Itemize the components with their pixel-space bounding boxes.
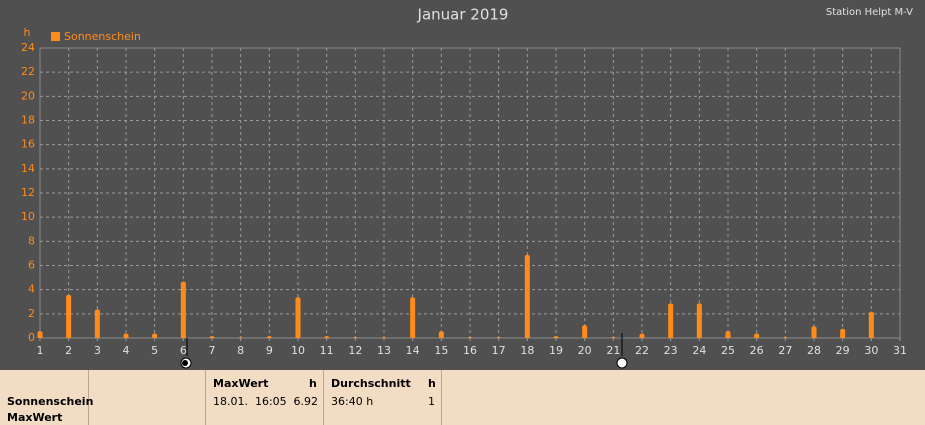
column-unit: h — [309, 377, 317, 390]
bar — [610, 336, 616, 338]
separator — [441, 370, 442, 425]
legend-swatch — [51, 32, 60, 41]
bar — [352, 336, 358, 338]
x-tick-label: 1 — [37, 344, 44, 357]
bar — [754, 333, 760, 338]
station-name: Station Helpt M-V — [826, 7, 913, 18]
bar — [152, 333, 158, 338]
x-tick-label: 12 — [348, 344, 362, 357]
x-tick-label: 8 — [237, 344, 244, 357]
x-tick-label: 18 — [520, 344, 534, 357]
bar — [438, 331, 444, 338]
x-tick-label: 9 — [266, 344, 273, 357]
separator — [88, 370, 89, 425]
row-label: MaxWert — [7, 411, 63, 424]
x-tick-label: 13 — [377, 344, 391, 357]
x-tick-label: 14 — [406, 344, 420, 357]
chart: Januar 2019 Station Helpt M-V h 02468101… — [21, 6, 913, 369]
legend-label: Sonnenschein — [64, 30, 141, 43]
y-tick-label: 14 — [21, 162, 35, 175]
cell: 36:40 h — [331, 395, 374, 408]
chart-title: Januar 2019 — [417, 6, 509, 24]
bar — [180, 281, 186, 338]
column-header: MaxWert — [213, 377, 269, 390]
summary-table: Sonnenschein MaxWert MaxWert h 18.01. 16… — [0, 370, 925, 425]
bar — [238, 336, 244, 338]
x-tick-label: 11 — [320, 344, 334, 357]
bar — [295, 297, 301, 338]
bar — [324, 335, 330, 338]
bar — [410, 297, 416, 338]
y-tick-label: 8 — [28, 234, 35, 247]
cell: 1 — [428, 395, 435, 408]
bar — [496, 336, 502, 338]
x-tick-label: 25 — [721, 344, 735, 357]
x-tick-label: 28 — [807, 344, 821, 357]
x-tick-label: 29 — [836, 344, 850, 357]
y-tick-label: 0 — [28, 331, 35, 344]
y-tick-label: 22 — [21, 65, 35, 78]
x-tick-label: 22 — [635, 344, 649, 357]
y-tick-label: 4 — [28, 283, 35, 296]
x-tick-label: 16 — [463, 344, 477, 357]
bar — [639, 333, 645, 338]
x-tick-label: 7 — [209, 344, 216, 357]
x-tick-label: 26 — [750, 344, 764, 357]
bar — [868, 311, 874, 338]
y-tick-label: 20 — [21, 89, 35, 102]
cell: 18.01. 16:05 — [213, 395, 287, 408]
row-label: Sonnenschein — [7, 395, 94, 408]
x-tick-label: 24 — [692, 344, 706, 357]
bar — [782, 336, 788, 338]
x-tick-label: 19 — [549, 344, 563, 357]
moon-marker — [616, 357, 628, 369]
x-tick-label: 31 — [893, 344, 907, 357]
x-tick-label: 21 — [606, 344, 620, 357]
x-tick-label: 3 — [94, 344, 101, 357]
bar — [811, 326, 817, 338]
bar — [524, 254, 530, 338]
bar — [840, 328, 846, 338]
bar — [668, 303, 674, 338]
x-tick-label: 4 — [123, 344, 130, 357]
x-tick-label: 27 — [778, 344, 792, 357]
bar — [725, 331, 731, 338]
bar — [266, 335, 272, 338]
column-header: Durchschnitt — [331, 377, 411, 390]
y-tick-label: 6 — [28, 259, 35, 272]
x-tick-label: 2 — [65, 344, 72, 357]
bar — [696, 303, 702, 338]
bar — [66, 294, 72, 338]
cell: 6.92 — [293, 395, 319, 408]
x-tick-label: 30 — [864, 344, 878, 357]
sun-marker-inner — [182, 360, 188, 366]
bar — [94, 309, 100, 338]
x-tick-label: 10 — [291, 344, 305, 357]
x-tick-label: 6 — [180, 344, 187, 357]
separator — [323, 370, 324, 425]
y-axis-label: h — [24, 26, 31, 39]
bar — [123, 333, 129, 338]
bar — [467, 336, 473, 338]
x-tick-label: 20 — [578, 344, 592, 357]
y-tick-label: 16 — [21, 138, 35, 151]
bar — [582, 324, 588, 338]
y-tick-label: 12 — [21, 186, 35, 199]
y-tick-label: 2 — [28, 307, 35, 320]
y-tick-label: 10 — [21, 210, 35, 223]
separator — [205, 370, 206, 425]
bar — [381, 336, 387, 338]
y-tick-label: 18 — [21, 114, 35, 127]
y-tick-label: 24 — [21, 41, 35, 54]
bar — [553, 335, 559, 338]
bar — [37, 331, 43, 338]
x-tick-label: 5 — [151, 344, 158, 357]
x-tick-label: 23 — [664, 344, 678, 357]
bar — [209, 335, 215, 338]
x-tick-label: 15 — [434, 344, 448, 357]
column-unit: h — [428, 377, 436, 390]
x-tick-label: 17 — [492, 344, 506, 357]
